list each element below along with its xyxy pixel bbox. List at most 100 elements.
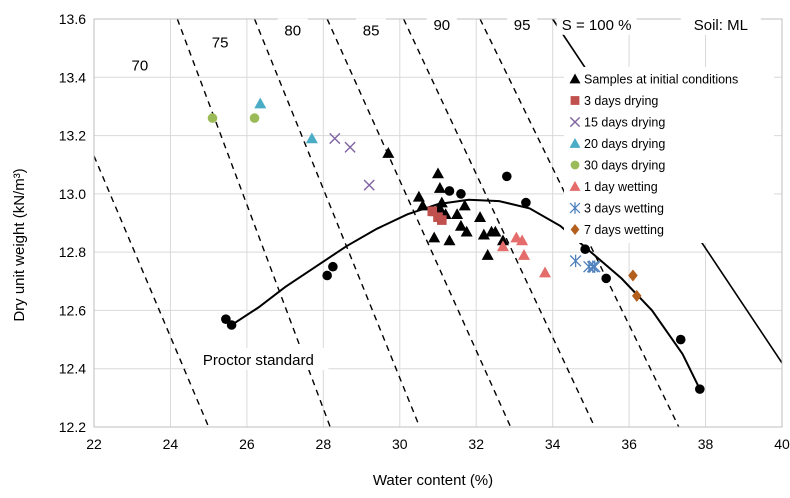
3-days-wetting-point — [588, 260, 601, 273]
x-tick-label: 24 — [163, 436, 179, 452]
legend-marker-1-day-wetting — [569, 181, 581, 191]
x-tick-label: 32 — [468, 436, 484, 452]
samples-at-initial-conditions-point — [428, 231, 441, 243]
1-day-wetting-point — [496, 240, 509, 252]
samples-at-initial-conditions-point — [451, 208, 464, 220]
legend-label-20-days-drying: 20 days drying — [584, 137, 665, 151]
proctor-test-point — [444, 186, 455, 196]
20-days-drying-point — [254, 97, 267, 109]
saturation-label-70-group: 70 — [124, 53, 155, 76]
proctor-test-point — [456, 189, 466, 199]
legend-marker-3-days-wetting — [569, 202, 581, 214]
y-tick-label: 13.2 — [59, 128, 86, 144]
data-points — [207, 97, 705, 394]
saturation-label-90-box — [426, 12, 457, 35]
y-tick-label: 12.6 — [59, 302, 86, 318]
samples-at-initial-conditions-point — [496, 234, 509, 246]
15-days-drying-point — [344, 141, 356, 153]
samples-at-initial-conditions-point — [477, 228, 490, 240]
7-days-wetting-point — [631, 289, 642, 302]
saturation-label-95-box — [507, 12, 538, 35]
curve-labels: 70 75 80 85 90 95 S = 100 % Proctor standard Soi… — [124, 12, 761, 370]
proctor-curve — [231, 198, 701, 390]
soil-label-group: Soil: ML — [680, 12, 761, 35]
20-days-drying-point — [305, 132, 318, 144]
3-days-drying-point — [437, 215, 447, 225]
legend: Samples at initial conditions 3 days dryi… — [564, 67, 774, 243]
legend-marker-7-days-wetting — [570, 224, 580, 235]
proctor-standard-label-box — [188, 347, 329, 370]
7-days-wetting-point — [628, 269, 638, 282]
proctor-standard-label-group: Proctor standard — [188, 347, 329, 370]
proctor-test-point — [601, 273, 611, 284]
saturation-label-70-box — [124, 53, 155, 76]
saturation-label-70: 70 — [132, 58, 149, 75]
y-tick-label: 12.2 — [59, 419, 86, 435]
saturation-line-70 — [93, 155, 210, 428]
y-axis-title: Dry unit weight (kN/m³) — [11, 168, 28, 321]
saturation-label-s-100-box — [556, 12, 637, 35]
proctor-test-point — [675, 334, 686, 345]
saturation-label-75-box — [205, 30, 236, 53]
legend-label-samples-at-initial-conditions: Samples at initial conditions — [584, 73, 738, 87]
x-tick-label: 26 — [239, 436, 255, 452]
15-days-drying-point — [329, 132, 341, 145]
saturation-label-90: 90 — [433, 17, 450, 34]
3-days-wetting-point — [586, 260, 599, 273]
30-days-drying-point — [249, 113, 260, 123]
y-tick-label: 12.4 — [59, 361, 86, 377]
samples-at-initial-conditions-point — [443, 234, 456, 246]
legend-label-3-days-drying: 3 days drying — [584, 94, 658, 108]
y-tick-label: 13.6 — [59, 11, 86, 27]
proctor-test-point — [322, 270, 332, 281]
proctor-test-point — [695, 384, 705, 394]
legend-label-1-day-wetting: 1 day wetting — [584, 180, 658, 194]
samples-at-initial-conditions-point — [382, 147, 395, 158]
y-tick-label: 12.8 — [59, 244, 86, 260]
saturation-line-90 — [402, 18, 596, 428]
x-tick-label: 30 — [392, 436, 408, 452]
legend-marker-15-days-drying — [569, 116, 581, 128]
15-days-drying-point — [363, 179, 375, 191]
saturation-label-90-group: 90 — [426, 12, 457, 35]
3-days-wetting-point — [569, 254, 582, 268]
proctor-test-point — [226, 320, 237, 330]
saturation-label-95: 95 — [514, 17, 531, 34]
soil-label: Soil: ML — [694, 17, 748, 34]
samples-at-initial-conditions-point — [412, 190, 425, 202]
samples-at-initial-conditions-point — [458, 199, 471, 211]
saturation-line-85 — [326, 18, 512, 428]
saturation-label-85-box — [356, 18, 387, 41]
legend-label-7-days-wetting: 7 days wetting — [584, 223, 664, 237]
x-axis-title: Water content (%) — [373, 472, 493, 489]
y-tick-label: 13.4 — [59, 69, 86, 85]
samples-at-initial-conditions-point — [460, 225, 473, 237]
saturation-label-85: 85 — [363, 23, 380, 40]
saturation-label-75: 75 — [212, 34, 229, 51]
x-tick-label: 34 — [545, 436, 561, 452]
saturation-label-80-group: 80 — [277, 18, 308, 41]
proctor-test-point — [502, 171, 512, 182]
samples-at-initial-conditions-point — [454, 219, 467, 231]
proctor-test-point — [328, 261, 338, 272]
1-day-wetting-point — [516, 234, 529, 246]
saturation-label-80-box — [277, 18, 308, 41]
y-tick-label: 13.0 — [59, 186, 86, 202]
1-day-wetting-point — [539, 266, 552, 278]
legend-background — [564, 67, 774, 243]
proctor-test-point — [580, 244, 590, 255]
samples-at-initial-conditions-point — [432, 167, 444, 179]
saturation-line-80 — [253, 18, 421, 428]
proctor-curve-line — [231, 198, 701, 390]
samples-at-initial-conditions-point — [416, 199, 429, 211]
legend-marker-3-days-drying — [570, 96, 580, 105]
x-tick-label: 22 — [86, 436, 102, 452]
proctor-standard-label: Proctor standard — [203, 352, 314, 369]
x-tick-label: 28 — [316, 436, 332, 452]
3-days-drying-point — [427, 206, 438, 217]
saturation-label-75-group: 75 — [205, 30, 236, 53]
samples-at-initial-conditions-point — [474, 211, 487, 222]
saturation-label-95-group: 95 — [507, 12, 538, 35]
